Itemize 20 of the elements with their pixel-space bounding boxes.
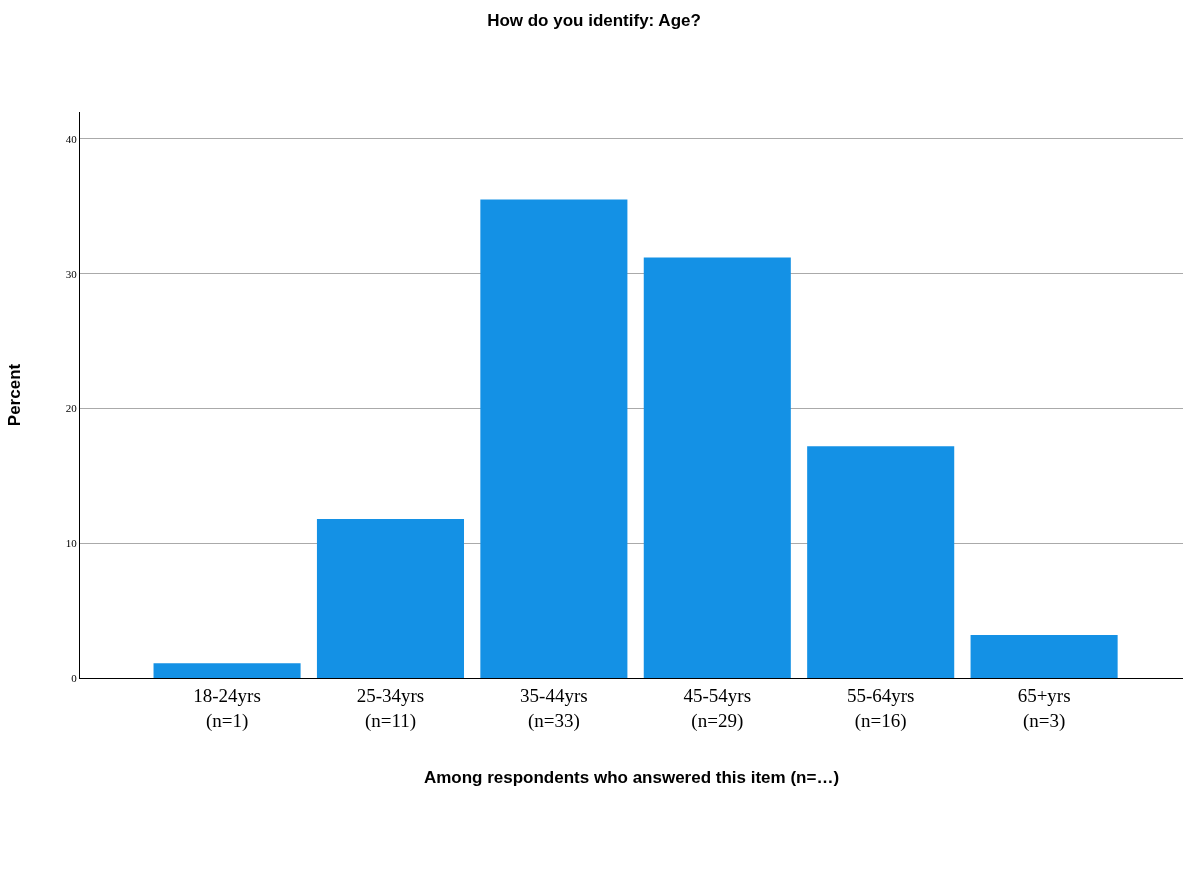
bar (970, 634, 1118, 678)
y-tick-label: 0 (71, 671, 78, 684)
x-tick-label: 65+yrs (n=3) (1017, 684, 1071, 732)
y-tick-label: 20 (65, 402, 78, 415)
x-tick-label: 35-44yrs (n=33) (520, 684, 588, 732)
bar (316, 518, 465, 678)
x-tick-label: 25-34yrs (n=11) (356, 684, 425, 732)
x-axis-title: Among respondents who answered this item (n=…) (423, 767, 840, 787)
y-tick-label: 40 (65, 132, 78, 145)
chart-title: How do you identify: Age? (487, 10, 701, 30)
x-tick-label: 55-64yrs (n=16) (846, 684, 915, 732)
y-tick-label: 10 (65, 537, 78, 550)
bar (643, 257, 791, 678)
x-tick-label: 45-54yrs (n=29) (683, 684, 752, 732)
bar (807, 446, 955, 678)
y-tick-label: 30 (65, 267, 78, 280)
bar (153, 663, 301, 678)
bar (480, 199, 628, 678)
y-axis-title: Percent (5, 363, 25, 427)
x-tick-label: 18-24yrs (n=1) (193, 684, 261, 732)
